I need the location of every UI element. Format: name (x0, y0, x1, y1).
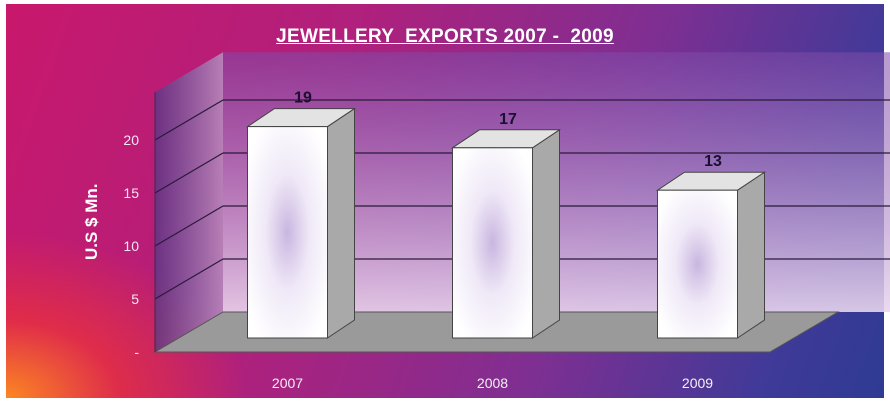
gridline-side (154, 152, 224, 194)
bar-2009 (655, 171, 767, 339)
x-tick-label: 2009 (682, 375, 713, 391)
bar-side-face (737, 171, 765, 339)
chart-title: JEWELLERY EXPORTS 2007 - 2009 (276, 26, 614, 47)
data-label: 13 (704, 153, 722, 170)
gridline-side (154, 258, 224, 300)
y-tick-label: 5 (131, 291, 139, 307)
y-tick-label: 10 (123, 238, 139, 254)
x-tick-label: 2008 (477, 375, 508, 391)
bar-front-face (657, 189, 738, 339)
bar-front-face (452, 147, 533, 339)
data-label: 19 (294, 90, 312, 107)
bar-2007 (245, 107, 357, 339)
bar-side-face (327, 107, 355, 339)
x-tick-label: 2007 (272, 375, 303, 391)
bar-2008 (450, 128, 562, 339)
bar-front-face (247, 126, 328, 339)
y-tick-label: 20 (123, 132, 139, 148)
side-wall (155, 52, 223, 353)
bar-side-face (532, 128, 560, 339)
y-tick-label: - (134, 344, 139, 360)
gridline-side (154, 205, 224, 247)
gridline-side (154, 99, 224, 141)
y-tick-label: 15 (123, 185, 139, 201)
data-label: 17 (499, 111, 517, 128)
